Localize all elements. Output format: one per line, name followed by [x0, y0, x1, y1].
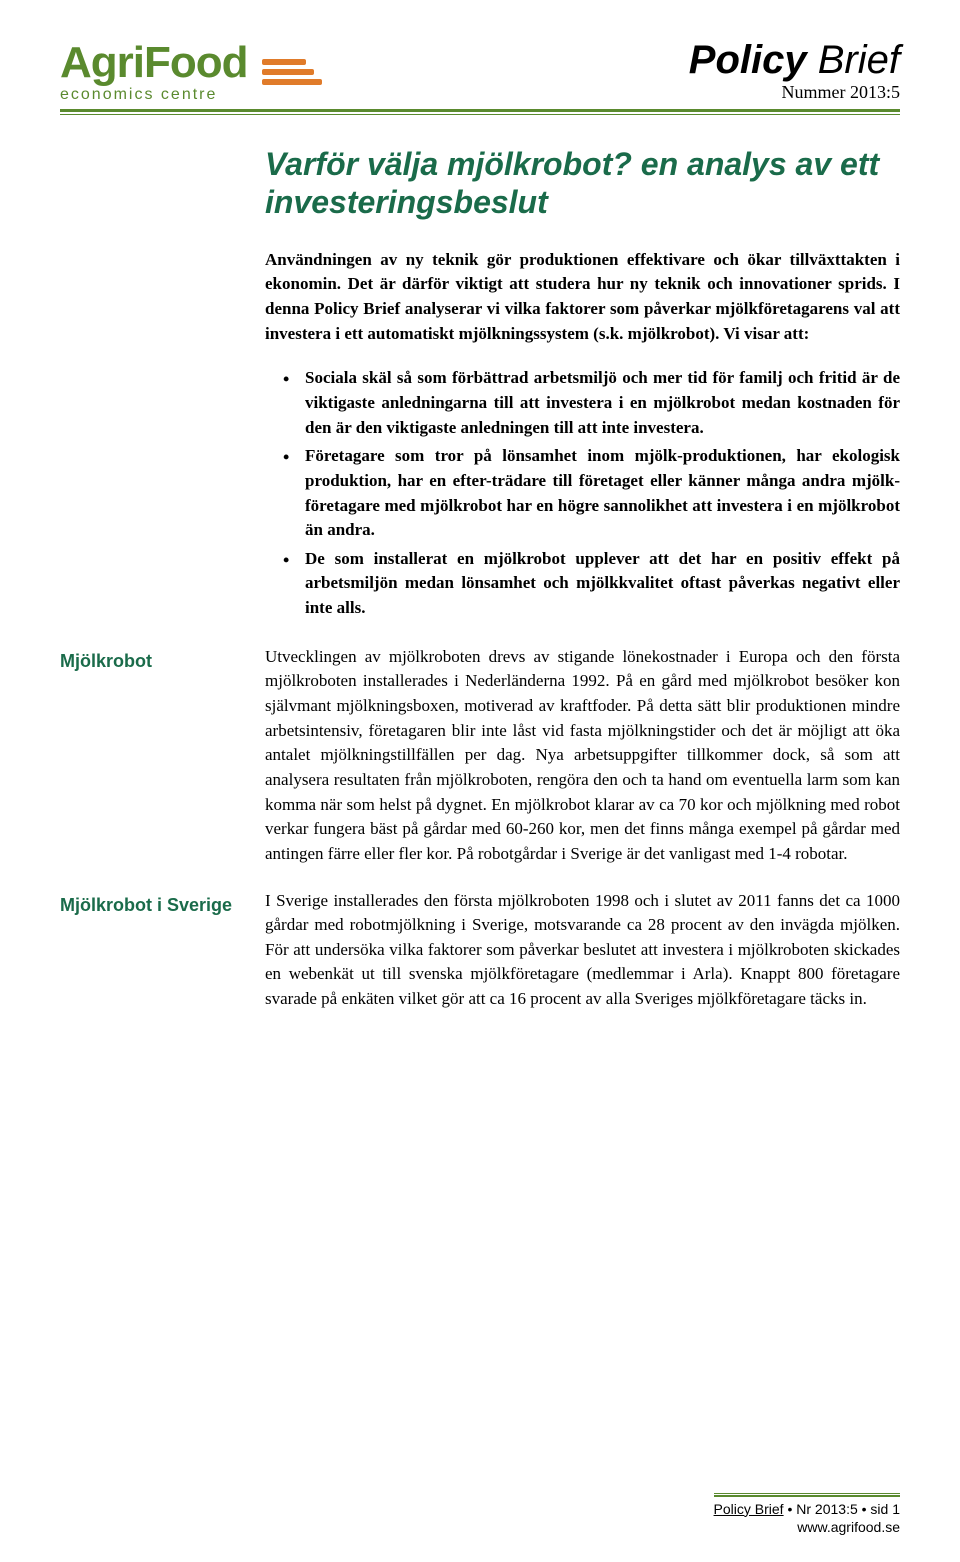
footer-rule-thick — [714, 1495, 900, 1497]
side-column: Mjölkrobot i Sverige — [60, 889, 235, 1034]
bullet-item: De som installerat en mjölkrobot uppleve… — [305, 547, 900, 621]
document-title: Varför välja mjölkrobot? en analys av et… — [265, 145, 900, 222]
body-paragraph: I Sverige installerades den första mjölk… — [265, 889, 900, 1012]
footer-text: Policy Brief • Nr 2013:5 • sid 1 www.agr… — [714, 1500, 900, 1536]
logo-text: AgriFood economics centre — [60, 41, 248, 103]
header-title-light: Brief — [818, 38, 900, 82]
header: AgriFood economics centre Policy Brief N… — [60, 40, 900, 103]
body-paragraph: Utvecklingen av mjölkroboten drevs av st… — [265, 645, 900, 867]
side-label: Mjölkrobot — [60, 651, 235, 672]
side-column — [60, 145, 235, 645]
logo-bars-icon — [262, 59, 322, 85]
header-rule-thick — [60, 109, 900, 112]
header-rule-thin — [60, 114, 900, 115]
intro-paragraph: Användningen av ny teknik gör produktion… — [265, 248, 900, 347]
footer-rule — [714, 1493, 900, 1494]
logo-bar — [262, 69, 314, 75]
header-title-block: Policy Brief Nummer 2013:5 — [689, 40, 900, 103]
footer: Policy Brief • Nr 2013:5 • sid 1 www.agr… — [714, 1493, 900, 1536]
logo: AgriFood economics centre — [60, 41, 322, 103]
main-column: Varför välja mjölkrobot? en analys av et… — [265, 145, 900, 645]
header-issue: Nummer 2013:5 — [689, 82, 900, 103]
section-block: Mjölkrobot Utvecklingen av mjölkroboten … — [60, 645, 900, 889]
footer-line1-rest: • Nr 2013:5 • sid 1 — [784, 1501, 900, 1517]
bullet-item: Företagare som tror på lönsamhet inom mj… — [305, 444, 900, 543]
logo-bar — [262, 79, 322, 85]
header-title: Policy Brief — [689, 40, 900, 80]
logo-main: AgriFood — [60, 41, 248, 85]
header-title-bold: Policy — [689, 38, 807, 82]
bullet-item: Sociala skäl så som förbättrad arbetsmil… — [305, 366, 900, 440]
content: Varför välja mjölkrobot? en analys av et… — [60, 145, 900, 645]
side-label: Mjölkrobot i Sverige — [60, 895, 235, 916]
main-column: Utvecklingen av mjölkroboten drevs av st… — [265, 645, 900, 889]
section-block: Mjölkrobot i Sverige I Sverige installer… — [60, 889, 900, 1034]
footer-url: www.agrifood.se — [797, 1519, 900, 1535]
side-column: Mjölkrobot — [60, 645, 235, 889]
footer-line1-underline: Policy Brief — [714, 1501, 784, 1517]
bullet-list: Sociala skäl så som förbättrad arbetsmil… — [265, 366, 900, 620]
logo-bar — [262, 59, 306, 65]
page: AgriFood economics centre Policy Brief N… — [0, 0, 960, 1562]
logo-sub: economics centre — [60, 87, 248, 103]
main-column: I Sverige installerades den första mjölk… — [265, 889, 900, 1034]
